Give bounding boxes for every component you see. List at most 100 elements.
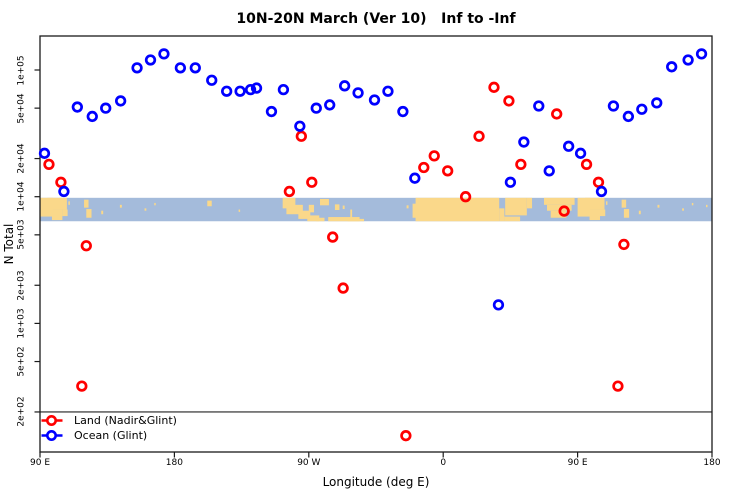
map-strip-land xyxy=(320,198,329,206)
y-tick-label: 2e+02 xyxy=(16,396,27,428)
map-strip-land xyxy=(600,209,606,217)
map-strip-land xyxy=(544,197,575,205)
data-point-land xyxy=(612,380,624,392)
plot-frame xyxy=(39,35,713,453)
data-point-ocean xyxy=(574,147,587,159)
map-strip-land xyxy=(589,209,600,221)
data-point-ocean xyxy=(206,74,218,86)
data-point-land xyxy=(618,238,630,251)
map-strip-land xyxy=(62,209,68,217)
map-strip-land xyxy=(238,209,241,212)
data-point-ocean xyxy=(38,147,51,159)
y-axis-title: N Total xyxy=(2,223,16,265)
map-strip-land xyxy=(47,197,67,210)
map-strip-land xyxy=(638,210,641,215)
data-point-ocean xyxy=(294,120,306,132)
data-point-land xyxy=(43,158,55,171)
map-strip-land xyxy=(585,197,605,210)
x-tick-label: 180 xyxy=(703,458,721,468)
data-point-ocean xyxy=(189,62,201,74)
data-point-ocean xyxy=(504,176,517,188)
legend: Land (Nadir&Glint) Ocean (Glint) xyxy=(41,413,177,443)
data-point-ocean xyxy=(250,82,263,94)
map-strip-land xyxy=(86,209,92,218)
data-point-ocean xyxy=(131,62,143,74)
data-point-ocean xyxy=(100,102,112,114)
map-strip-land xyxy=(207,200,212,207)
ocean-marker-icon xyxy=(41,430,63,441)
chart-title: 10N-20N March (Ver 10) Inf to -Inf xyxy=(236,11,516,27)
data-point-ocean xyxy=(114,95,127,107)
data-point-ocean xyxy=(607,100,620,112)
map-strip-land xyxy=(298,210,311,219)
data-point-ocean xyxy=(265,105,278,118)
data-point-land xyxy=(295,130,307,142)
data-point-land xyxy=(400,430,412,442)
data-point-land xyxy=(515,158,527,171)
map-strip-land xyxy=(101,210,104,215)
y-tick-label: 5e+03 xyxy=(16,219,27,250)
data-point-ocean xyxy=(352,87,364,99)
data-point-ocean xyxy=(562,140,575,152)
data-point-land xyxy=(76,380,88,392)
map-strip-land xyxy=(504,216,521,222)
map-strip-land xyxy=(350,209,353,221)
data-point-ocean xyxy=(86,110,98,123)
data-point-ocean xyxy=(368,94,381,106)
data-point-ocean xyxy=(234,85,246,97)
data-point-ocean xyxy=(622,110,635,123)
map-strip-land xyxy=(657,204,660,208)
map-strip-land xyxy=(342,205,345,210)
data-point-land xyxy=(488,81,500,93)
data-point-land xyxy=(306,176,318,188)
map-strip-land xyxy=(282,197,296,209)
data-point-ocean xyxy=(174,62,187,74)
data-point-land xyxy=(428,150,440,162)
data-point-ocean xyxy=(382,85,394,97)
data-point-ocean xyxy=(666,61,678,73)
map-strip-land xyxy=(621,199,627,208)
map-strip-land xyxy=(412,203,417,218)
map-strip-land xyxy=(415,197,500,222)
map-strip-land xyxy=(316,217,325,222)
legend-label-ocean: Ocean (Glint) xyxy=(74,429,148,442)
map-strip-land xyxy=(505,197,527,216)
data-point-land xyxy=(418,161,430,174)
data-point-ocean xyxy=(636,103,648,115)
map-strip-land xyxy=(526,197,533,209)
data-point-ocean xyxy=(682,54,694,66)
map-strip-land xyxy=(691,202,694,206)
x-tick-label: 0 xyxy=(440,458,447,468)
map-strip-land xyxy=(623,209,630,218)
data-point-ocean xyxy=(651,97,663,109)
data-point-land xyxy=(80,240,92,252)
map-strip-land xyxy=(499,208,505,222)
data-point-land xyxy=(592,176,605,188)
map-strip-land xyxy=(154,202,156,206)
map-strip-land xyxy=(682,208,684,211)
data-point-land xyxy=(551,108,563,120)
data-point-ocean xyxy=(397,105,409,118)
data-point-land xyxy=(580,158,593,171)
map-strip-land xyxy=(406,205,409,209)
land-marker-icon xyxy=(41,415,63,426)
data-point-ocean xyxy=(58,185,70,198)
map-strip-land xyxy=(605,201,608,205)
y-tick-label: 5e+02 xyxy=(16,346,27,377)
x-tick-label: 90 E xyxy=(567,458,588,468)
map-strip-land xyxy=(286,204,303,215)
x-tick-label: 90 E xyxy=(30,458,50,468)
data-point-ocean xyxy=(324,99,336,111)
data-point-land xyxy=(473,130,485,142)
data-point-land xyxy=(503,95,515,107)
map-strip-land xyxy=(328,217,360,222)
data-point-land xyxy=(55,176,67,188)
data-point-ocean xyxy=(518,136,530,148)
data-point-land xyxy=(459,191,472,203)
data-point-ocean xyxy=(492,299,505,311)
map-strip-land xyxy=(706,204,708,208)
data-point-ocean xyxy=(533,100,545,112)
data-point-ocean xyxy=(144,54,157,66)
